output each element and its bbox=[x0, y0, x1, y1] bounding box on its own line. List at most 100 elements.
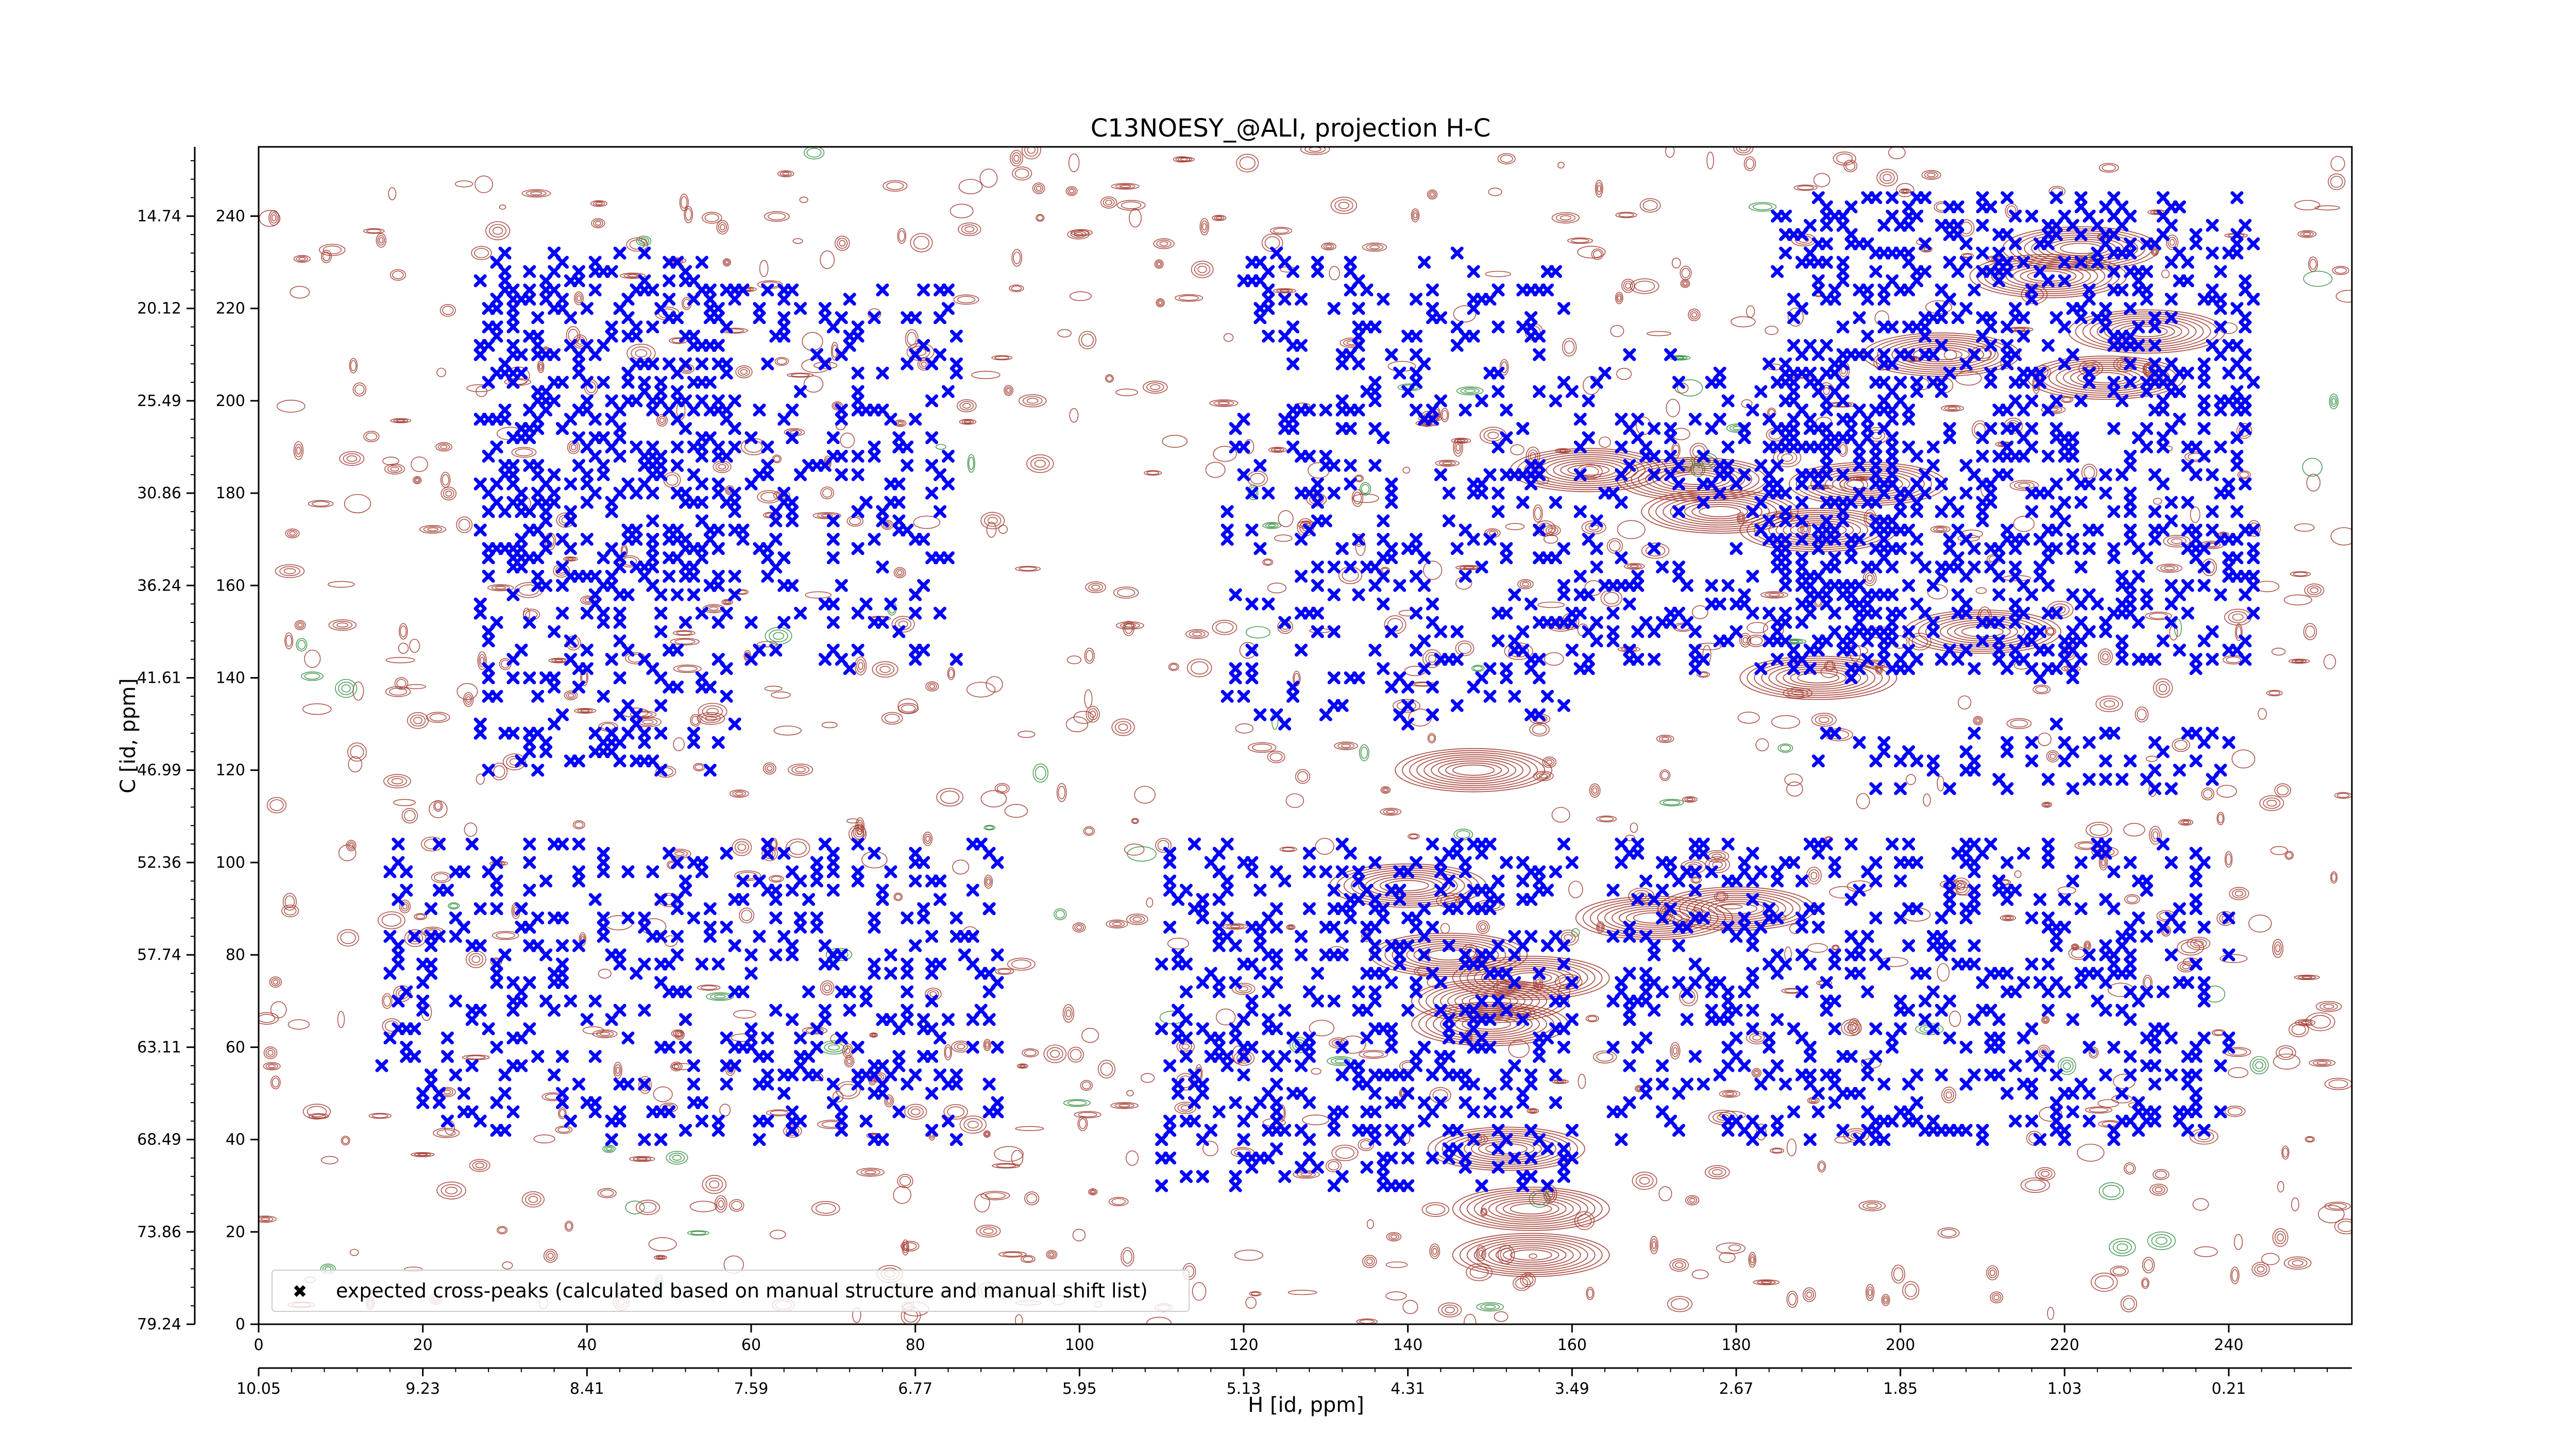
contour-ring bbox=[1024, 147, 1039, 157]
contour-ring bbox=[619, 273, 646, 279]
contour-ring bbox=[1615, 212, 1637, 218]
contour-ring bbox=[1618, 212, 1634, 217]
contour-ring bbox=[771, 691, 791, 699]
contour-ring bbox=[1843, 160, 1858, 173]
contour-ring bbox=[463, 692, 474, 707]
contour-ring bbox=[1716, 1242, 1745, 1254]
contour-ring bbox=[1100, 196, 1117, 209]
contour-ring bbox=[1012, 166, 1032, 181]
contour-ring bbox=[1659, 799, 1684, 806]
contour-ring bbox=[270, 978, 280, 986]
contour-ring bbox=[1438, 1302, 1462, 1318]
contour-ring bbox=[2018, 483, 2031, 488]
contour-ring bbox=[1519, 580, 1532, 588]
contour-ring bbox=[657, 1256, 664, 1259]
contour-ring bbox=[1014, 168, 1029, 179]
contour-ring bbox=[1833, 945, 1839, 950]
contour-ring bbox=[2277, 785, 2289, 796]
contour-ring bbox=[1158, 300, 1163, 305]
contour-ring bbox=[1603, 592, 1619, 604]
contour-ring bbox=[2228, 1067, 2249, 1078]
contour-ring bbox=[1832, 944, 1840, 951]
contour-ring bbox=[399, 899, 411, 914]
contour-ring bbox=[599, 1032, 611, 1036]
contour-ring bbox=[2120, 1295, 2138, 1312]
contour-ring bbox=[1352, 493, 1380, 503]
contour-ring bbox=[1020, 1255, 1036, 1263]
contour-ring bbox=[1382, 787, 1389, 793]
contour-ring bbox=[297, 639, 306, 650]
contour-ring bbox=[655, 1255, 666, 1259]
contour-ring bbox=[903, 1241, 908, 1254]
contour-ring bbox=[1542, 756, 1557, 768]
contour-ring bbox=[1725, 1092, 1735, 1096]
contour-ring bbox=[897, 228, 906, 244]
contour-ring bbox=[2287, 1258, 2308, 1268]
contour-ring bbox=[640, 1078, 650, 1091]
contour-ring bbox=[709, 606, 719, 611]
contour-ring bbox=[2288, 659, 2310, 664]
contour-ring bbox=[1819, 717, 1829, 723]
contour-ring bbox=[2123, 1297, 2135, 1310]
contour-ring bbox=[638, 1076, 652, 1094]
contour-ring bbox=[1806, 1291, 1812, 1298]
contour-ring bbox=[947, 667, 955, 680]
contour-ring bbox=[1606, 538, 1623, 554]
contour-ring bbox=[1120, 622, 1140, 629]
contour-ring bbox=[1517, 579, 1534, 589]
contour-ring bbox=[1047, 1251, 1056, 1258]
contour-ring bbox=[1252, 744, 1273, 752]
contour-ring bbox=[1126, 913, 1148, 925]
contour-ring bbox=[1004, 385, 1013, 396]
contour-ring bbox=[1334, 741, 1358, 750]
contour-ring bbox=[1190, 661, 1209, 674]
contour-ring bbox=[1508, 1040, 1530, 1058]
contour-ring bbox=[2125, 1164, 2134, 1173]
contour-ring bbox=[1122, 1250, 1132, 1264]
contour-ring bbox=[1993, 1294, 1999, 1300]
contour-ring bbox=[301, 671, 324, 681]
contour-ring bbox=[568, 693, 574, 698]
contour-ring bbox=[1772, 1148, 1783, 1153]
contour-ring bbox=[654, 1255, 668, 1260]
contour-ring bbox=[1359, 482, 1371, 496]
contour-ring bbox=[2289, 1022, 2309, 1037]
contour-ring bbox=[1609, 540, 1621, 552]
contour-ring bbox=[1174, 294, 1204, 302]
contour-ring bbox=[2328, 173, 2346, 190]
contour-ring bbox=[1325, 244, 1332, 248]
contour-ring bbox=[2203, 789, 2213, 799]
contour-ring bbox=[1587, 1016, 1598, 1021]
contour-ring bbox=[383, 996, 391, 1007]
contour-ring bbox=[1157, 299, 1164, 307]
contour-ring bbox=[1187, 659, 1212, 678]
contour-ring bbox=[1018, 1064, 1027, 1068]
contour-ring bbox=[449, 903, 459, 909]
contour-ring bbox=[400, 901, 410, 912]
contour-ring bbox=[1592, 787, 1598, 794]
contour-ring bbox=[2089, 824, 2109, 836]
contour-ring bbox=[2086, 821, 2112, 838]
contour-ring bbox=[1522, 582, 1529, 587]
contour-ring bbox=[1543, 525, 1561, 536]
contour-ring bbox=[706, 992, 734, 1001]
contour-ring bbox=[1557, 161, 1565, 168]
contour-ring bbox=[1440, 408, 1449, 423]
contour-ring bbox=[1011, 1150, 1024, 1166]
contour-ring bbox=[1035, 766, 1046, 780]
contour-ring bbox=[1359, 1050, 1388, 1059]
contour-ring bbox=[856, 829, 862, 835]
contour-ring bbox=[1641, 543, 1670, 559]
contour-ring bbox=[1124, 623, 1136, 628]
contour-ring bbox=[627, 274, 638, 277]
contour-ring bbox=[636, 1157, 648, 1160]
contour-ring bbox=[439, 304, 456, 317]
contour-ring bbox=[1239, 642, 1257, 659]
contour-ring bbox=[1441, 1304, 1459, 1315]
contour-ring bbox=[1719, 1090, 1741, 1098]
contour-ring bbox=[1267, 750, 1285, 764]
contour-ring bbox=[2275, 1230, 2286, 1244]
contour-ring bbox=[723, 259, 730, 266]
contour-ring bbox=[964, 226, 975, 232]
